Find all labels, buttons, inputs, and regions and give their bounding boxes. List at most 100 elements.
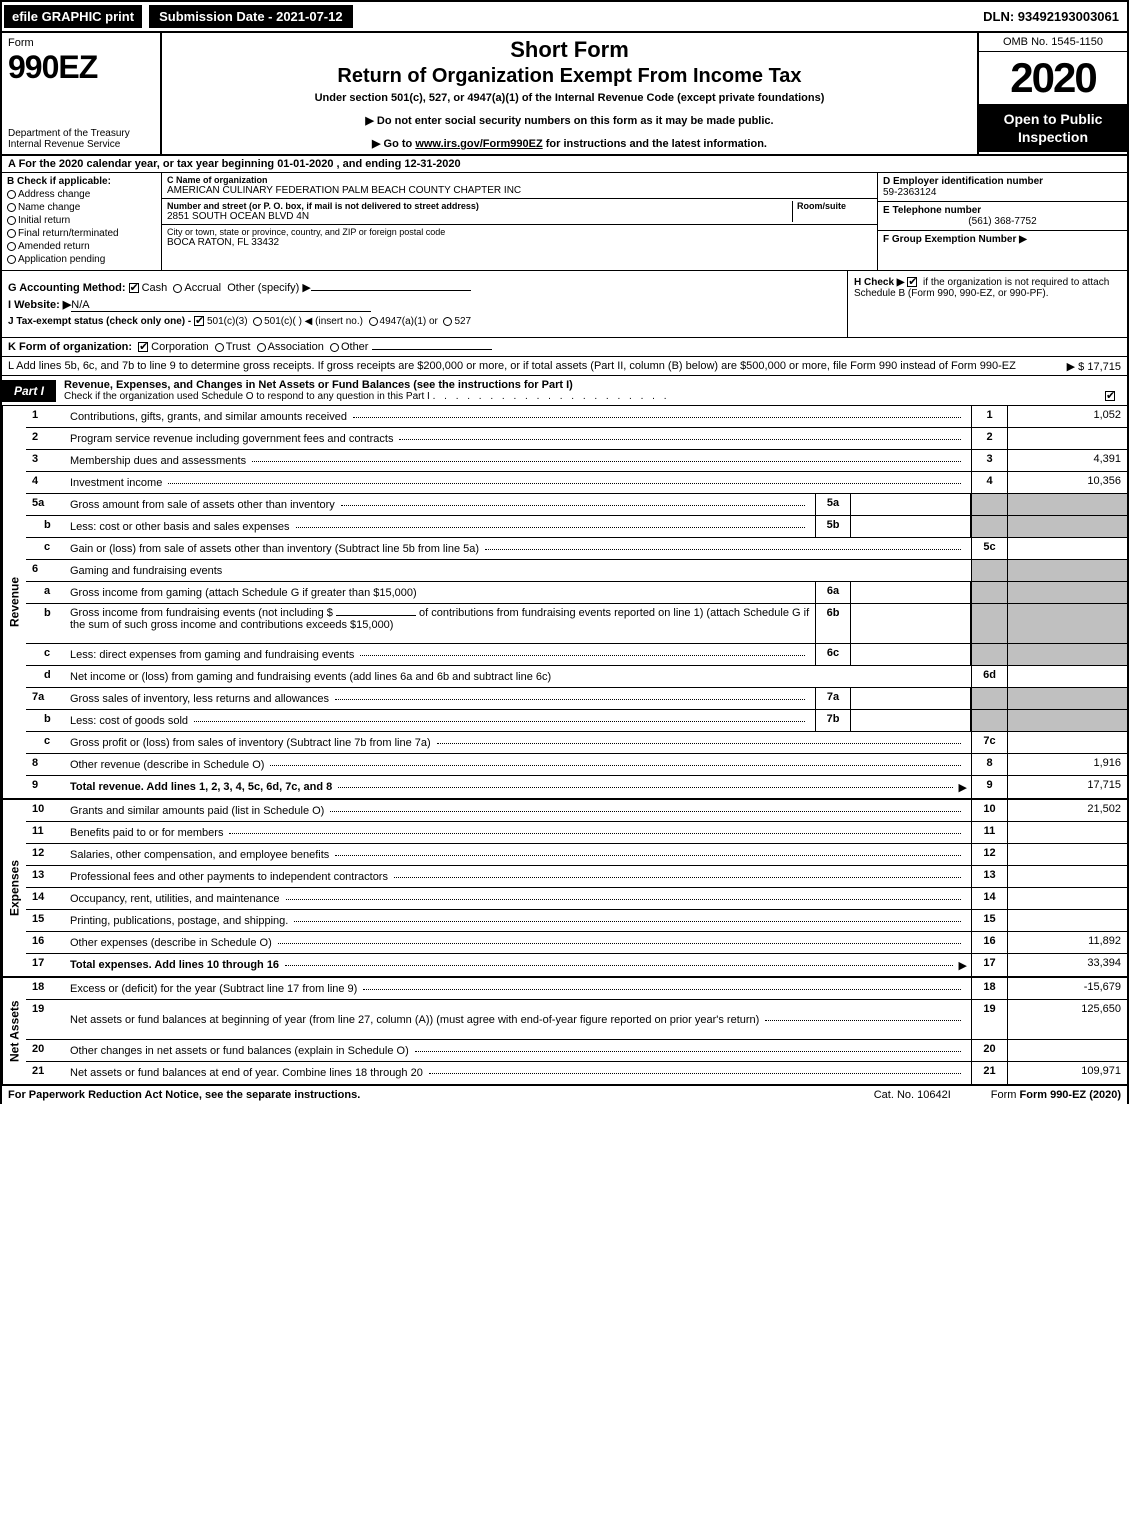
line-19-value: 125,650 [1007,1000,1127,1039]
cb-name-change[interactable]: Name change [7,202,156,213]
cb-cash[interactable] [129,283,139,293]
line-3: 3 Membership dues and assessments 3 4,39… [26,450,1127,472]
street-address: 2851 SOUTH OCEAN BLVD 4N [167,211,792,222]
line-15-value [1007,910,1127,931]
cb-schedule-o-part1[interactable] [1105,391,1115,401]
line-k: K Form of organization: Corporation Trus… [0,338,1129,357]
line-l: L Add lines 5b, 6c, and 7b to line 9 to … [0,357,1129,376]
col-b-header: B Check if applicable: [7,176,156,187]
line-14-value [1007,888,1127,909]
gross-receipts-value: ▶ $ 17,715 [1067,360,1121,373]
net-assets-section: Net Assets 18 Excess or (deficit) for th… [0,978,1129,1086]
dln-label: DLN: 93492193003061 [983,9,1125,24]
cb-527[interactable] [443,317,452,326]
line-9: 9 Total revenue. Add lines 1, 2, 3, 4, 5… [26,776,1127,798]
phone-row: E Telephone number (561) 368-7752 [878,202,1127,231]
entity-info-block: B Check if applicable: Address change Na… [0,173,1129,271]
part-1-title: Revenue, Expenses, and Changes in Net As… [56,376,1127,405]
cb-amended-return[interactable]: Amended return [7,241,156,252]
line-6: 6 Gaming and fundraising events [26,560,1127,582]
cb-other[interactable] [330,343,339,352]
line-17: 17 Total expenses. Add lines 10 through … [26,954,1127,976]
line-j: J Tax-exempt status (check only one) - 5… [8,316,841,327]
line-19: 19 Net assets or fund balances at beginn… [26,1000,1127,1040]
line-h: H Check ▶ if the organization is not req… [847,271,1127,337]
part-1-header: Part I Revenue, Expenses, and Changes in… [0,376,1129,406]
line-6c: c Less: direct expenses from gaming and … [26,644,1127,666]
part-1-tab: Part I [2,380,56,402]
irs-link[interactable]: www.irs.gov/Form990EZ [415,138,542,150]
line-6d: d Net income or (loss) from gaming and f… [26,666,1127,688]
line-10-value: 21,502 [1007,800,1127,821]
catalog-number: Cat. No. 10642I [874,1089,951,1101]
cb-501c3[interactable] [194,316,204,326]
expenses-section: Expenses 10 Grants and similar amounts p… [0,800,1129,978]
line-i: I Website: ▶N/A [8,298,841,312]
line-4: 4 Investment income 4 10,356 [26,472,1127,494]
phone-value: (561) 368-7752 [883,216,1122,227]
ein-row: D Employer identification number 59-2363… [878,173,1127,202]
cb-trust[interactable] [215,343,224,352]
submission-date: Submission Date - 2021-07-12 [148,4,354,29]
line-7a: 7a Gross sales of inventory, less return… [26,688,1127,710]
form-word: Form [8,37,154,49]
top-bar: efile GRAPHIC print Submission Date - 20… [0,0,1129,33]
return-title: Return of Organization Exempt From Incom… [170,65,969,88]
line-12: 12 Salaries, other compensation, and emp… [26,844,1127,866]
line-20: 20 Other changes in net assets or fund b… [26,1040,1127,1062]
line-5b: b Less: cost or other basis and sales ex… [26,516,1127,538]
line-17-value: 33,394 [1007,954,1127,976]
ghij-block: G Accounting Method: Cash Accrual Other … [0,271,1129,338]
line-2: 2 Program service revenue including gove… [26,428,1127,450]
tax-year: 2020 [979,52,1127,104]
revenue-side-label: Revenue [2,406,26,798]
page-footer: For Paperwork Reduction Act Notice, see … [0,1086,1129,1104]
line-16-value: 11,892 [1007,932,1127,953]
cb-initial-return[interactable]: Initial return [7,215,156,226]
line-6b: b Gross income from fundraising events (… [26,604,1127,644]
ghij-left: G Accounting Method: Cash Accrual Other … [2,271,847,337]
cb-4947[interactable] [369,317,378,326]
department-label: Department of the Treasury Internal Reve… [8,128,154,150]
cb-address-change[interactable]: Address change [7,189,156,200]
efile-label[interactable]: efile GRAPHIC print [4,5,142,28]
ssn-warning: ▶ Do not enter social security numbers o… [170,114,969,127]
line-5c-value [1007,538,1127,559]
pra-notice: For Paperwork Reduction Act Notice, see … [8,1089,360,1101]
line-14: 14 Occupancy, rent, utilities, and maint… [26,888,1127,910]
line-7c: c Gross profit or (loss) from sales of i… [26,732,1127,754]
cb-corporation[interactable] [138,342,148,352]
line-16: 16 Other expenses (describe in Schedule … [26,932,1127,954]
line-12-value [1007,844,1127,865]
cb-application-pending[interactable]: Application pending [7,254,156,265]
line-11-value [1007,822,1127,843]
column-d-e-f: D Employer identification number 59-2363… [877,173,1127,270]
cb-association[interactable] [257,343,266,352]
line-9-value: 17,715 [1007,776,1127,798]
line-18-value: -15,679 [1007,978,1127,999]
under-section: Under section 501(c), 527, or 4947(a)(1)… [170,92,969,104]
expenses-side-label: Expenses [2,800,26,976]
line-21-value: 109,971 [1007,1062,1127,1084]
cb-accrual[interactable] [173,284,182,293]
line-8-value: 1,916 [1007,754,1127,775]
ein-value: 59-2363124 [883,187,1122,198]
cb-501c[interactable] [253,317,262,326]
goto-line: ▶ Go to www.irs.gov/Form990EZ for instru… [170,137,969,150]
form-reference: Form Form 990-EZ (2020) [991,1089,1121,1101]
revenue-section: Revenue 1 Contributions, gifts, grants, … [0,406,1129,800]
column-b-checkboxes: B Check if applicable: Address change Na… [2,173,162,270]
header-left: Form 990EZ Department of the Treasury In… [2,33,162,154]
header-right: OMB No. 1545-1150 2020 Open to Public In… [977,33,1127,154]
short-form-title: Short Form [170,37,969,63]
line-1-value: 1,052 [1007,406,1127,427]
header-center: Short Form Return of Organization Exempt… [162,33,977,154]
cb-sched-b[interactable] [907,277,917,287]
net-assets-side-label: Net Assets [2,978,26,1084]
line-6a: a Gross income from gaming (attach Sched… [26,582,1127,604]
street-row: Number and street (or P. O. box, if mail… [162,199,877,225]
city-row: City or town, state or province, country… [162,225,877,250]
cb-final-return[interactable]: Final return/terminated [7,228,156,239]
group-exemption-row: F Group Exemption Number ▶ [878,231,1127,248]
line-13-value [1007,866,1127,887]
